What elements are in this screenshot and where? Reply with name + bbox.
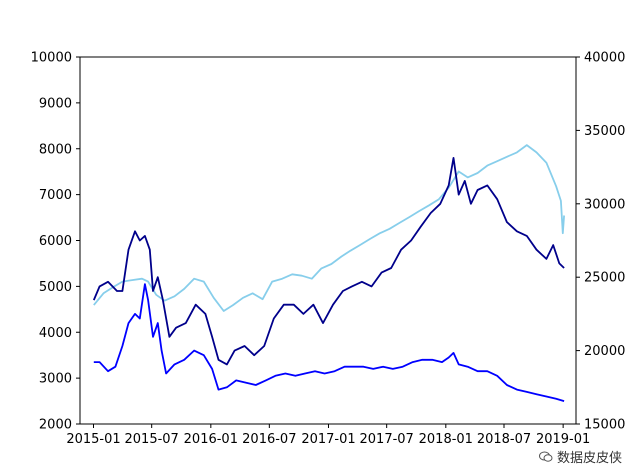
wechat-icon bbox=[538, 451, 553, 462]
x-tick-label: 2018-07 bbox=[477, 432, 531, 447]
x-tick-label: 2016-07 bbox=[242, 432, 296, 447]
right-y-tick-label: 15000 bbox=[584, 418, 625, 433]
x-tick-label: 2016-01 bbox=[184, 432, 238, 447]
right-y-tick-label: 20000 bbox=[584, 344, 625, 359]
left-y-axis: 2000 3000 4000 5000 6000 7000 8000 9000 10000 bbox=[31, 51, 80, 433]
series-layer bbox=[92, 144, 565, 402]
left-y-tick-label: 10000 bbox=[31, 51, 72, 66]
left-y-tick-label: 2000 bbox=[39, 418, 72, 433]
x-tick-label: 2015-07 bbox=[125, 432, 179, 447]
x-tick-label: 2018-01 bbox=[419, 432, 473, 447]
x-axis: 2015-01 2015-07 2016-01 2016-07 2017-01 2017-… bbox=[66, 424, 590, 447]
series-line-3 bbox=[93, 283, 565, 402]
x-tick-label: 2015-01 bbox=[66, 432, 120, 447]
right-y-axis: 15000 20000 25000 30000 35000 40000 bbox=[576, 51, 625, 433]
left-y-tick-label: 9000 bbox=[39, 96, 72, 111]
right-y-tick-label: 40000 bbox=[584, 51, 625, 66]
x-tick-label: 2017-07 bbox=[360, 432, 414, 447]
series-line-1 bbox=[93, 144, 565, 312]
left-y-tick-label: 8000 bbox=[39, 142, 72, 157]
series-line-2 bbox=[92, 157, 565, 366]
right-y-tick-label: 35000 bbox=[584, 124, 625, 139]
watermark: 数据皮皮侠 bbox=[538, 447, 622, 466]
right-y-tick-label: 25000 bbox=[584, 271, 625, 286]
left-y-tick-label: 5000 bbox=[39, 280, 72, 295]
watermark-text: 数据皮皮侠 bbox=[556, 451, 622, 466]
x-tick-label: 2019-01 bbox=[536, 432, 590, 447]
left-y-tick-label: 4000 bbox=[39, 326, 72, 341]
left-y-tick-label: 7000 bbox=[39, 188, 72, 203]
x-tick-label: 2017-01 bbox=[301, 432, 355, 447]
left-y-tick-label: 6000 bbox=[39, 234, 72, 249]
left-y-tick-label: 3000 bbox=[39, 372, 72, 387]
plot-frame bbox=[79, 56, 577, 425]
right-y-tick-label: 30000 bbox=[584, 197, 625, 212]
